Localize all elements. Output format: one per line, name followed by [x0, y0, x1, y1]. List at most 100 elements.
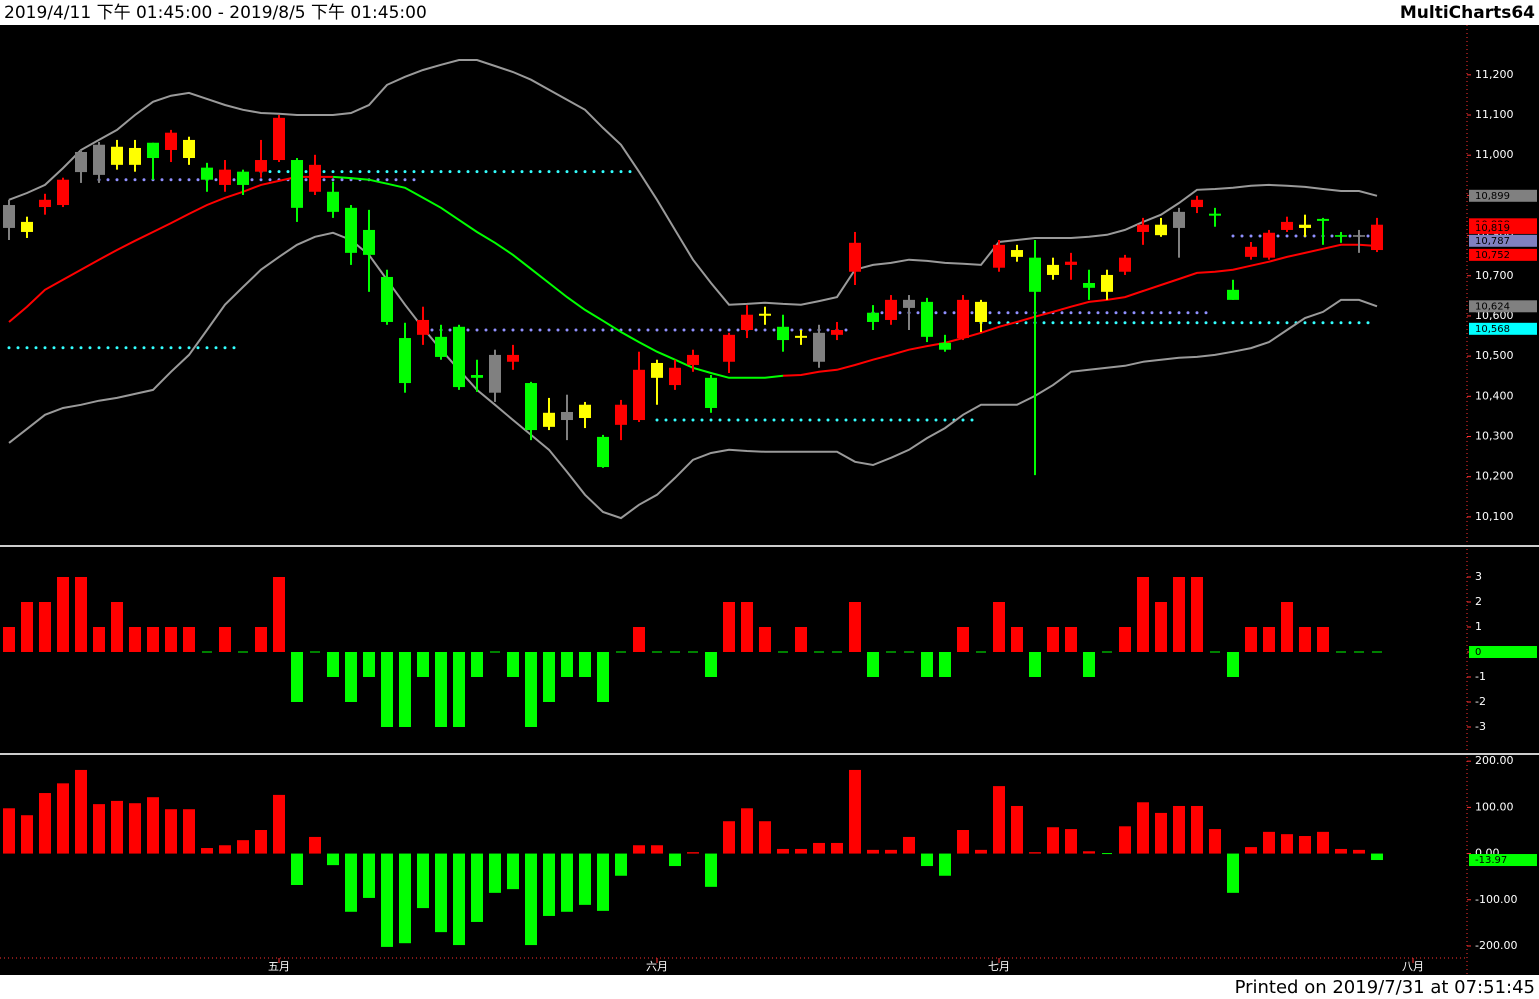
price-label: 10,819 [1475, 223, 1510, 234]
bar [111, 800, 123, 854]
candle-body [687, 354, 699, 365]
x-tick-label: 五月 [268, 960, 290, 973]
indicator-line [332, 175, 784, 379]
candle-body [201, 167, 213, 180]
bar [831, 842, 843, 854]
bar [1353, 849, 1365, 854]
bar [597, 652, 609, 702]
bar [723, 602, 735, 652]
x-tick-label: 八月 [1402, 960, 1424, 973]
price-label: 10,624 [1475, 301, 1510, 312]
bar [21, 815, 33, 854]
candle-body [1047, 264, 1059, 275]
y-tick-label: 2 [1475, 595, 1482, 608]
bar [489, 853, 501, 893]
bar [921, 853, 933, 867]
candle-body [831, 330, 843, 335]
candle-body [147, 142, 159, 159]
candle-body [633, 369, 645, 421]
candle-body [723, 334, 735, 362]
bar [381, 853, 393, 947]
y-tick-label: 10,400 [1475, 389, 1514, 402]
bar [759, 627, 771, 652]
candle-body [561, 411, 573, 421]
bar [1137, 802, 1149, 854]
bar [1299, 627, 1311, 652]
bar [237, 840, 249, 854]
y-tick-label: -100.00 [1475, 893, 1517, 906]
bar [291, 853, 303, 885]
bar [399, 652, 411, 727]
candle-body [921, 301, 933, 337]
bar [1209, 829, 1221, 854]
candle-body [417, 319, 429, 335]
bar [723, 821, 735, 854]
bar [1335, 848, 1347, 854]
price-label: 0 [1475, 647, 1481, 658]
candle-body [1281, 221, 1293, 230]
bar [1173, 805, 1185, 854]
bar [435, 853, 447, 933]
bar [75, 769, 87, 854]
x-tick-label: 六月 [646, 960, 668, 973]
x-tick-label: 七月 [988, 960, 1010, 973]
candle-body [57, 179, 69, 206]
candle-body [849, 242, 861, 272]
bar [543, 652, 555, 702]
candle-body [507, 354, 519, 362]
y-tick-label: 10,200 [1475, 470, 1514, 483]
bar [849, 602, 861, 652]
candle-body [1119, 257, 1131, 272]
bar [21, 602, 33, 652]
bar [795, 627, 807, 652]
bar [507, 652, 519, 677]
candle-body [129, 147, 141, 165]
bar [1047, 627, 1059, 652]
y-tick-label: 200.00 [1475, 754, 1514, 767]
price-label-box [1469, 221, 1537, 234]
bar [1011, 805, 1023, 854]
bar [579, 652, 591, 677]
candle-body [975, 301, 987, 322]
candle-body [1263, 232, 1275, 258]
indicator-line [8, 175, 333, 323]
price-label-box [1469, 322, 1537, 335]
bar [615, 853, 627, 876]
bar [705, 853, 717, 887]
bar [1317, 627, 1329, 652]
bar [561, 652, 573, 677]
bar [867, 652, 879, 677]
app-name: MultiCharts64 [1400, 3, 1535, 23]
bar [327, 652, 339, 677]
bar [345, 853, 357, 912]
bar [1119, 826, 1131, 854]
candle-body [957, 299, 969, 339]
y-tick-label: 1 [1475, 620, 1482, 633]
bar [561, 853, 573, 912]
bar [273, 577, 285, 652]
candle-body [345, 207, 357, 253]
date-range: 2019/4/11 下午 01:45:00 - 2019/8/5 下午 01:4… [4, 3, 427, 23]
bar [1119, 627, 1131, 652]
bar [165, 809, 177, 854]
bar [75, 577, 87, 652]
price-label-box [1469, 234, 1537, 247]
bar [111, 602, 123, 652]
bar [417, 652, 429, 677]
bar [597, 853, 609, 911]
bar [129, 627, 141, 652]
header-bar [0, 0, 1539, 25]
bar [777, 848, 789, 854]
bar [993, 602, 1005, 652]
bar [3, 808, 15, 854]
y-tick-label: 10,300 [1475, 429, 1514, 442]
y-tick-label: 10,100 [1475, 510, 1514, 523]
candle-body [309, 164, 321, 192]
bar [417, 853, 429, 909]
candle-body [1065, 261, 1077, 265]
candle-body [399, 338, 411, 384]
bar [1173, 577, 1185, 652]
bar [921, 652, 933, 677]
price-label-box [1469, 300, 1537, 313]
